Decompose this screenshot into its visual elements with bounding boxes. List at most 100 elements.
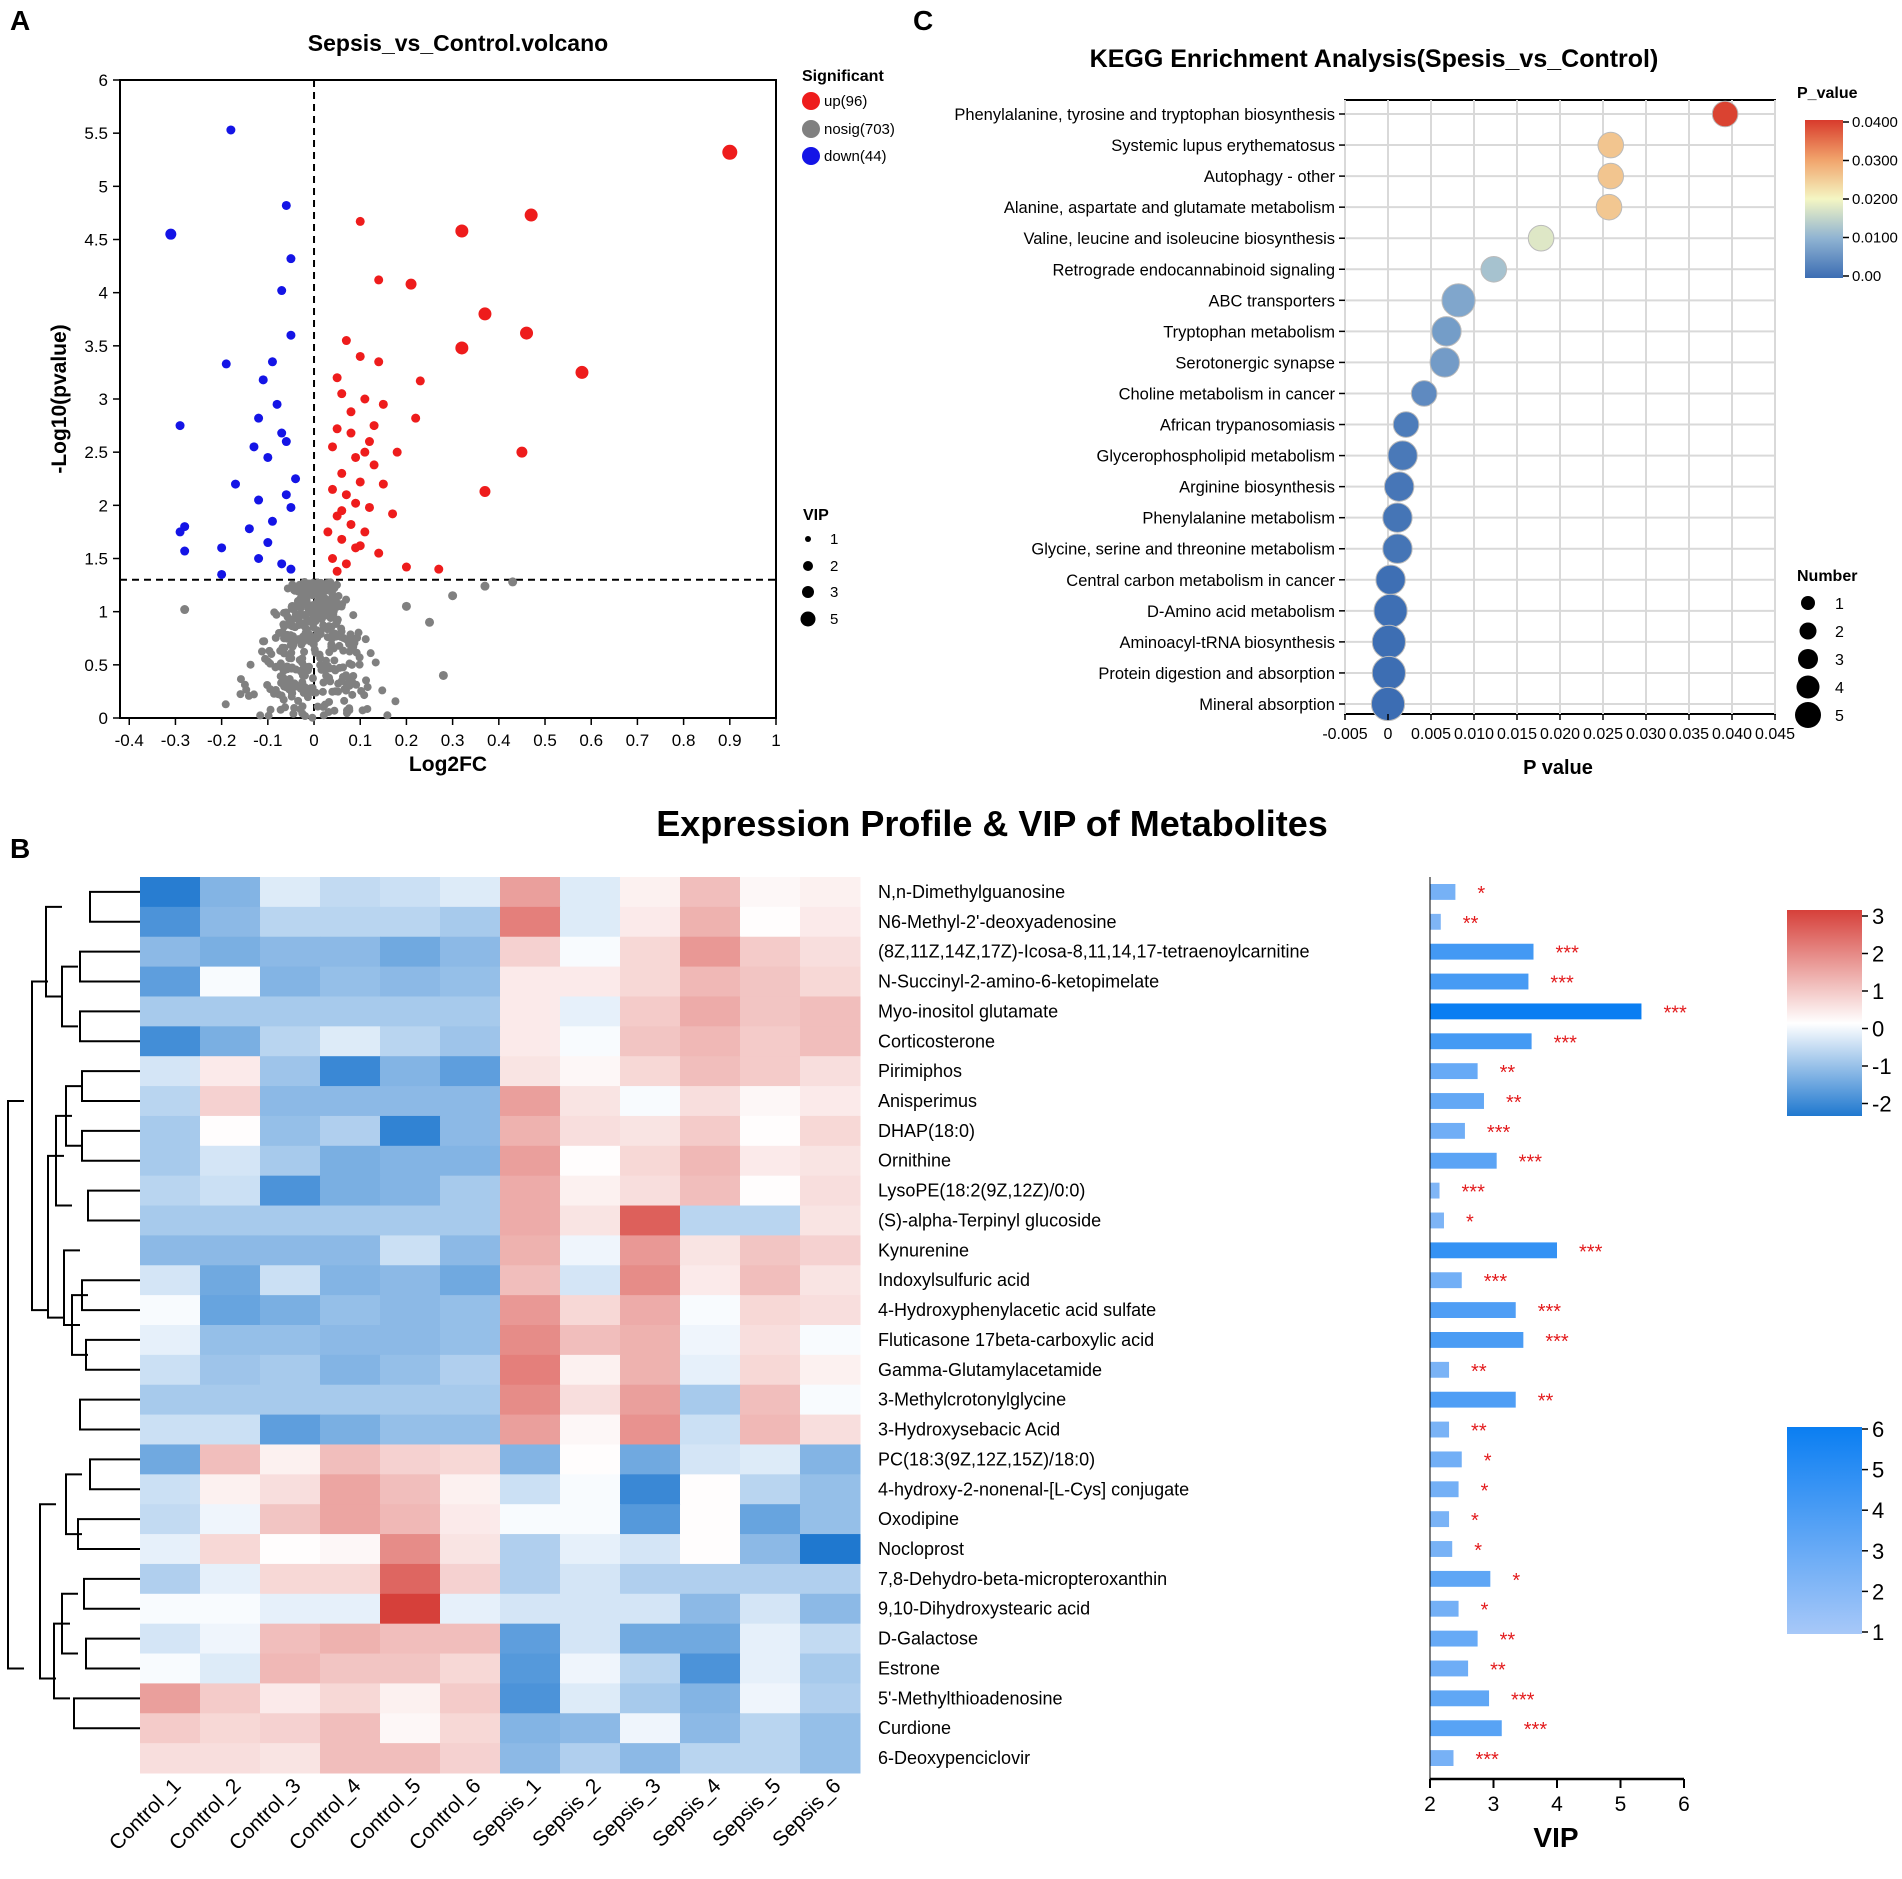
- heatmap-row-label: 9,10-Dihydroxystearic acid: [878, 1599, 1090, 1619]
- heatmap-cell: [380, 1235, 441, 1266]
- volcano-point-up: [369, 421, 379, 431]
- heatmap-cell: [680, 1384, 741, 1416]
- vip-bar: [1430, 1063, 1478, 1080]
- volcano-ytick-label: 6: [99, 71, 108, 90]
- row-dendrogram: [7, 890, 140, 1730]
- heatmap-cell: [140, 1444, 201, 1475]
- volcano-xtick-label: 0.2: [395, 731, 419, 750]
- vip-bar: [1430, 1212, 1444, 1229]
- volcano-point-up: [401, 562, 411, 572]
- volcano-point-down: [286, 564, 296, 574]
- vip-significance: ***: [1511, 1689, 1535, 1711]
- kegg-xtick-label: 0.005: [1411, 726, 1451, 743]
- heatmap-cell: [740, 1683, 801, 1714]
- volcano-xtick-label: 0: [309, 731, 318, 750]
- heatmap-cell: [260, 1593, 321, 1625]
- volcano-ytick-label: 0: [99, 709, 108, 728]
- vip-colorbar-label: 5: [1872, 1458, 1884, 1483]
- volcano-point-nosig: [282, 608, 291, 617]
- heatmap-cell: [140, 1205, 201, 1236]
- heatmap-cell: [140, 1325, 201, 1356]
- heatmap-cell: [620, 1235, 681, 1266]
- volcano-point-up: [411, 413, 421, 423]
- volcano-point-nosig: [340, 685, 349, 694]
- vip-significance: ***: [1462, 1182, 1486, 1204]
- heatmap-cell: [800, 1563, 861, 1595]
- heatmap-cell: [500, 1026, 561, 1057]
- volcano-point-up: [516, 446, 528, 458]
- heatmap-cell: [320, 1354, 381, 1386]
- heatmap-cell: [440, 1623, 501, 1655]
- heatmap-cell: [740, 1743, 801, 1774]
- volcano-point-nosig: [308, 713, 317, 722]
- heatmap-row-label: 4-Hydroxyphenylacetic acid sulfate: [878, 1300, 1156, 1320]
- volcano-point-nosig: [298, 654, 307, 663]
- heatmap-cell: [800, 1623, 861, 1655]
- heatmap-colorbar-label: 1: [1872, 979, 1884, 1004]
- volcano-point-down: [165, 228, 177, 240]
- heatmap-cell: [440, 1086, 501, 1117]
- heatmap-cell: [320, 1653, 381, 1684]
- heatmap-cell: [380, 1593, 441, 1625]
- heatmap-cell: [680, 1115, 741, 1147]
- heatmap-cell: [500, 1504, 561, 1535]
- heatmap-cell: [320, 1056, 381, 1087]
- volcano-point-down: [277, 559, 287, 569]
- volcano-point-up: [392, 447, 402, 457]
- volcano-point-nosig: [330, 584, 339, 593]
- vip-bar: [1430, 1122, 1465, 1139]
- volcano-point-up: [575, 365, 589, 379]
- heatmap-cell: [140, 1354, 201, 1386]
- heatmap-cell: [560, 906, 621, 938]
- heatmap-cell: [560, 1474, 621, 1505]
- heatmap-cell: [740, 1295, 801, 1326]
- dendrogram-branch: [83, 1577, 140, 1610]
- heatmap-cell: [440, 1295, 501, 1326]
- volcano-point-nosig: [318, 591, 327, 600]
- heatmap-cell: [380, 1026, 441, 1057]
- volcano-point-nosig: [296, 684, 305, 693]
- heatmap-row-label: LysoPE(18:2(9Z,12Z)/0:0): [878, 1181, 1085, 1201]
- volcano-point-nosig: [371, 658, 380, 667]
- heatmap-cell: [800, 1354, 861, 1386]
- volcano-point-nosig: [287, 664, 296, 673]
- kegg-bubble: [1371, 655, 1406, 691]
- volcano-point-down: [263, 452, 273, 462]
- heatmap-cell: [260, 1205, 321, 1236]
- heatmap-cell: [260, 1743, 321, 1774]
- heatmap-cell: [140, 1295, 201, 1326]
- heatmap-cell: [800, 1504, 861, 1535]
- heatmap-cell: [440, 1444, 501, 1475]
- heatmap-cell: [440, 936, 501, 968]
- legend-nosig-marker: [802, 120, 820, 138]
- heatmap-cell: [740, 1414, 801, 1445]
- heatmap-cell: [380, 1175, 441, 1207]
- heatmap-cell: [500, 1235, 561, 1266]
- heatmap-cell: [500, 1534, 561, 1565]
- volcano-point-up: [351, 498, 361, 508]
- heatmap-row-label: Pirimiphos: [878, 1061, 962, 1081]
- heatmap-cell: [560, 1444, 621, 1475]
- heatmap-cell: [260, 1265, 321, 1296]
- heatmap-row-label: Curdione: [878, 1718, 951, 1738]
- vip-significance: ***: [1484, 1271, 1508, 1293]
- heatmap-cell: [260, 1414, 321, 1445]
- vip-bar: [1430, 1481, 1459, 1498]
- heatmap-cell: [380, 1354, 441, 1386]
- heatmap-cell: [260, 1534, 321, 1565]
- heatmap-cell: [740, 1504, 801, 1535]
- volcano-point-up: [341, 559, 351, 569]
- heatmap-cell: [380, 906, 441, 938]
- heatmap-cell: [140, 936, 201, 968]
- volcano-point-nosig: [283, 584, 292, 593]
- vip-significance: **: [1506, 1092, 1522, 1114]
- heatmap-cell: [680, 1623, 741, 1655]
- heatmap-row-label: 5'-Methylthioadenosine: [878, 1688, 1063, 1708]
- volcano-point-up: [360, 527, 370, 537]
- dendrogram-branch: [81, 1279, 140, 1312]
- heatmap-cell: [380, 966, 441, 997]
- heatmap-cell: [620, 1086, 681, 1117]
- vip-significance: *: [1481, 1480, 1489, 1502]
- heatmap-cell: [740, 1056, 801, 1087]
- heatmap-cell: [440, 1056, 501, 1087]
